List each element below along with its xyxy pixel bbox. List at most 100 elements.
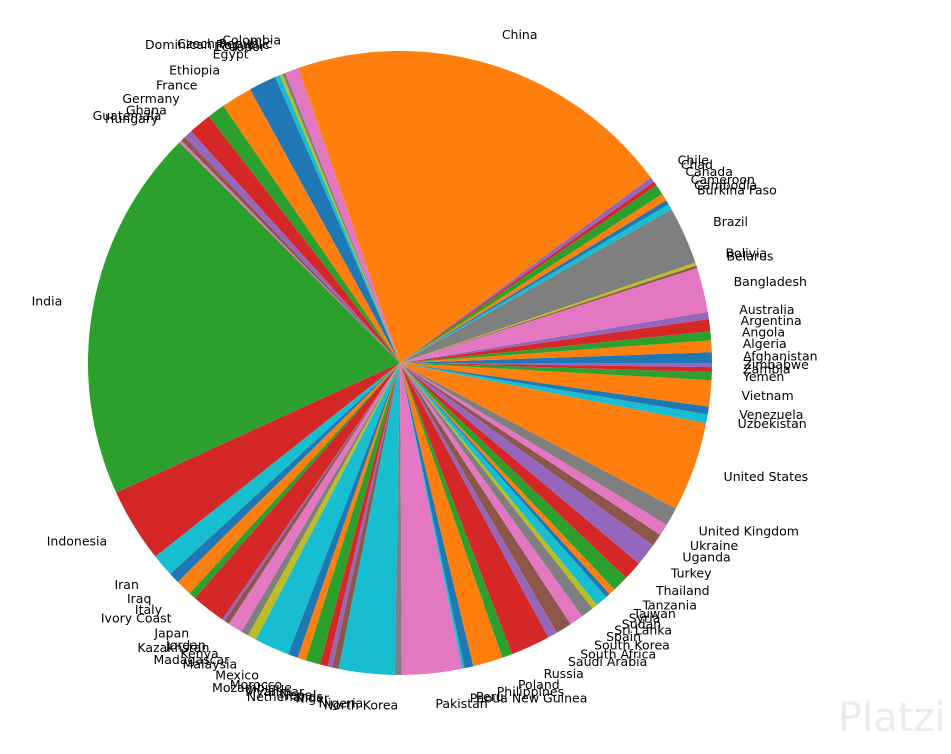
pie-slice	[400, 209, 696, 363]
pie-slice	[223, 89, 400, 363]
pie-slice	[400, 363, 549, 655]
slice-label: Indonesia	[47, 534, 107, 549]
pie-slice	[250, 77, 400, 363]
pie-slice	[400, 267, 708, 363]
pie-slice	[181, 137, 400, 363]
pie-slice	[189, 363, 400, 599]
pie-slice	[400, 331, 712, 363]
pie-slice	[400, 363, 610, 598]
slice-label: Papua New Guinea	[470, 691, 588, 706]
pie-slice	[116, 363, 401, 557]
slice-label: China	[502, 27, 538, 42]
slice-label: Ethiopia	[169, 62, 220, 77]
pie-slice	[400, 363, 583, 625]
slice-label: Yemen	[742, 369, 784, 384]
pie-slice	[400, 363, 615, 595]
pie-slice	[400, 363, 465, 669]
slice-label: Colombia	[222, 33, 281, 48]
slice-label: Egypt	[213, 46, 249, 61]
pie-slice	[279, 73, 400, 363]
pie-slice	[400, 181, 657, 363]
slice-label: United Kingdom	[699, 524, 799, 539]
slice-label: Sudan	[622, 616, 661, 631]
pie-slice	[305, 363, 400, 665]
pie-slice	[400, 363, 474, 669]
pie-slice	[400, 363, 667, 536]
slice-label: South Africa	[580, 647, 656, 662]
slice-label: Ghana	[126, 103, 167, 118]
slice-label: Belarus	[726, 249, 773, 264]
pie-slice	[400, 363, 661, 546]
pie-slice	[177, 363, 400, 594]
slice-label: Germany	[122, 91, 180, 106]
pie-slice	[285, 67, 400, 363]
slice-label: India	[32, 294, 63, 309]
pie-slice	[179, 140, 400, 363]
slice-label: Madagascar	[153, 652, 230, 667]
pie-slice	[400, 363, 513, 658]
pie-slice	[288, 363, 400, 658]
slice-label: Argentina	[741, 313, 802, 328]
slice-label: Cambodia	[694, 178, 757, 193]
slice-label: Pakistan	[435, 696, 487, 711]
slice-label: Chile	[678, 153, 710, 168]
pie-slice	[400, 363, 712, 407]
slice-label: Tanzania	[641, 597, 696, 612]
slice-label: Italy	[135, 602, 163, 617]
pie-slice	[297, 363, 400, 661]
pie-slice	[255, 363, 400, 655]
pie-slice	[327, 363, 400, 668]
slice-label: South Korea	[594, 638, 670, 653]
slice-label: Venezuela	[739, 407, 803, 422]
slice-label: Bolivia	[725, 246, 767, 261]
pie-slice	[400, 177, 654, 363]
slice-label: Zimbabwe	[743, 357, 809, 372]
slice-label: Uganda	[682, 549, 730, 564]
pie-slice	[275, 75, 400, 364]
pie-slice	[400, 363, 593, 617]
slice-label: Russia	[544, 666, 584, 681]
slice-label: Zambia	[743, 362, 790, 377]
pie-slice	[170, 363, 400, 583]
pie-slice	[400, 363, 503, 667]
pie-slice	[224, 363, 400, 624]
slice-label: Morocco	[230, 677, 282, 692]
pie-slice	[400, 340, 712, 363]
slice-label: Nepal	[280, 687, 316, 702]
slice-label: Dominican Republic	[145, 37, 269, 52]
pie-slice	[400, 262, 697, 363]
slice-label: Canada	[685, 164, 733, 179]
pie-slice	[319, 363, 400, 667]
slice-label: Peru	[476, 689, 504, 704]
pie-slice	[184, 131, 400, 363]
slice-label: Sri Lanka	[614, 623, 672, 638]
pie-slice	[241, 363, 400, 636]
pie-slice	[400, 352, 712, 363]
slice-label: Kenya	[180, 646, 218, 661]
pie-slice	[400, 363, 557, 638]
slice-label: Ecuador	[214, 39, 266, 54]
pie-slice	[400, 363, 708, 424]
pie-slice	[400, 363, 712, 373]
pie-slice	[400, 318, 711, 363]
pie-slice	[400, 363, 709, 415]
slice-label: Spain	[606, 629, 641, 644]
slice-label: Uzbekistan	[738, 416, 807, 431]
pie-slice	[400, 363, 463, 675]
slice-label: Malaysia	[183, 657, 238, 672]
watermark: Platzi	[838, 695, 946, 741]
slice-label: Turkey	[670, 565, 712, 580]
slice-label: Thailand	[655, 583, 710, 598]
pie-slice	[400, 311, 709, 363]
slice-label: Netherlands	[247, 689, 323, 704]
pie-slice	[400, 363, 627, 590]
pie-slice	[298, 51, 651, 364]
slice-label: Jordan	[165, 637, 206, 652]
pie-slice	[228, 363, 400, 632]
slice-label: Philippines	[497, 684, 564, 699]
pie-slice	[191, 116, 400, 364]
pie-slice	[400, 363, 712, 381]
pie-slice	[400, 363, 707, 509]
pie-slice	[338, 363, 400, 675]
slice-label: Ivory Coast	[101, 611, 172, 626]
